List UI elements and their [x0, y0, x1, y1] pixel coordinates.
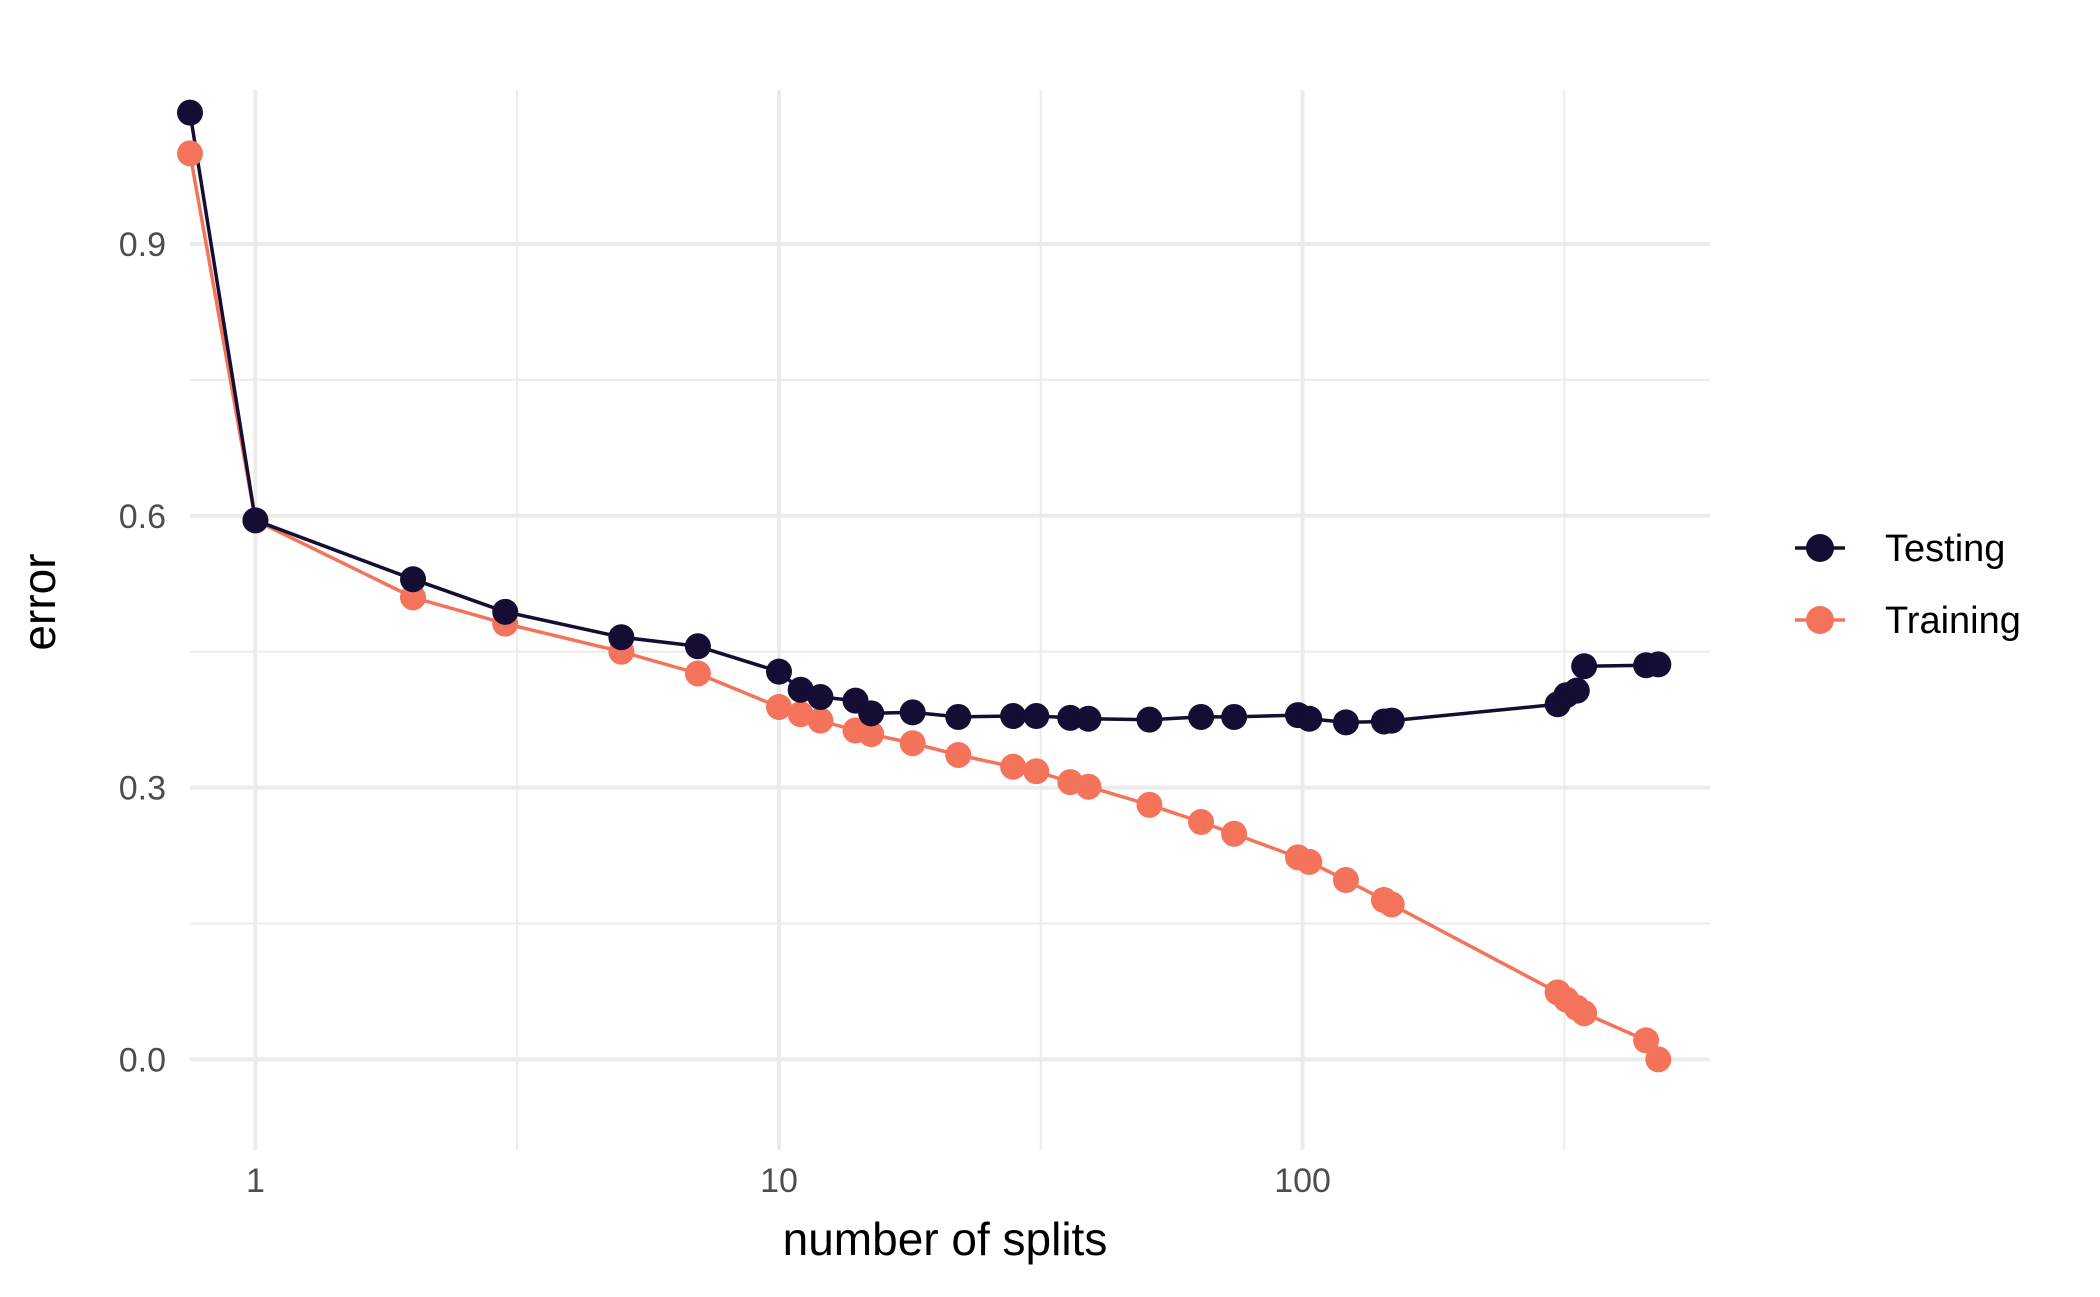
x-tick-label: 100: [1274, 1162, 1331, 1200]
data-point-training: [1378, 891, 1405, 918]
y-tick-label: 0.9: [119, 226, 166, 264]
data-point-testing: [945, 703, 972, 730]
legend-label-training: Training: [1885, 600, 2021, 642]
data-point-testing: [1332, 709, 1359, 736]
data-point-testing: [1378, 707, 1405, 734]
data-point-testing: [1296, 705, 1323, 732]
data-point-testing: [1136, 706, 1163, 733]
x-tick-label: 1: [246, 1162, 265, 1200]
data-point-testing: [765, 658, 792, 685]
series-points: [177, 99, 1672, 1073]
x-axis-title: number of splits: [783, 1213, 1108, 1265]
data-point-testing: [177, 99, 203, 126]
data-point-training: [945, 741, 972, 768]
y-tick-label: 0.6: [119, 498, 166, 536]
data-point-training: [765, 693, 792, 720]
data-point-testing: [807, 684, 834, 711]
data-point-testing: [1563, 677, 1590, 704]
data-point-training: [807, 707, 834, 734]
data-point-testing: [1000, 703, 1027, 730]
data-point-testing: [1075, 705, 1102, 732]
data-point-training: [177, 140, 203, 167]
data-point-training: [1075, 773, 1102, 800]
legend-key-point: [1806, 534, 1834, 562]
data-point-testing: [242, 507, 269, 534]
data-point-testing: [1023, 703, 1050, 730]
y-axis-title: error: [13, 553, 65, 650]
data-point-training: [684, 660, 711, 687]
data-point-training: [1332, 867, 1359, 894]
data-point-testing: [492, 598, 519, 625]
major-gridlines: [190, 90, 1710, 1150]
data-point-training: [858, 721, 885, 748]
data-point-training: [1645, 1046, 1672, 1073]
data-point-training: [1633, 1027, 1660, 1054]
data-point-training: [787, 701, 814, 728]
data-point-training: [1136, 791, 1163, 818]
data-point-training: [1296, 848, 1323, 875]
data-point-testing: [1571, 653, 1598, 680]
data-point-testing: [684, 633, 711, 660]
y-tick-label: 0.0: [119, 1041, 166, 1079]
data-point-testing: [608, 624, 635, 651]
data-point-testing: [1221, 703, 1248, 730]
data-point-testing: [400, 566, 427, 593]
legend-label-testing: Testing: [1885, 528, 2005, 570]
data-point-testing: [1645, 651, 1672, 678]
legend: Testing Training: [1795, 528, 2021, 642]
y-axis-tick-labels: 0.0 0.3 0.6 0.9: [119, 226, 166, 1079]
x-axis-tick-labels: 1 10 100: [246, 1162, 1331, 1200]
data-point-training: [899, 730, 926, 757]
legend-key-point: [1806, 606, 1834, 634]
data-point-testing: [787, 676, 814, 703]
x-tick-label: 10: [760, 1162, 798, 1200]
data-point-training: [400, 584, 427, 611]
data-point-testing: [899, 699, 926, 726]
data-point-training: [1023, 758, 1050, 785]
data-point-training: [1000, 753, 1027, 780]
minor-gridlines: [190, 90, 1710, 1150]
data-point-training: [1188, 809, 1215, 836]
data-point-training: [1221, 820, 1248, 847]
data-point-testing: [858, 700, 885, 727]
data-point-training: [1571, 1000, 1598, 1027]
data-point-testing: [1188, 703, 1215, 730]
y-tick-label: 0.3: [119, 770, 166, 808]
